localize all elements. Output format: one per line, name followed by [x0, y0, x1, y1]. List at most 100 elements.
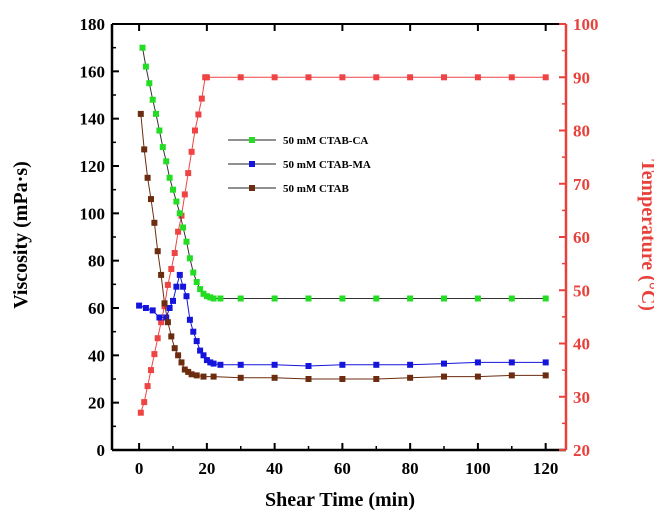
legend: 50 mM CTAB-CA 50 mM CTAB-MA 50 mM CTAB: [228, 135, 371, 195]
data-point: [210, 373, 217, 380]
data-point: [188, 371, 195, 378]
series-ca: [139, 44, 549, 302]
data-point: [474, 74, 481, 81]
x-tick-label: 100: [465, 459, 491, 478]
data-point: [373, 295, 380, 302]
data-point: [441, 295, 447, 302]
data-point: [170, 297, 176, 304]
data-point: [142, 63, 149, 70]
data-point: [137, 409, 144, 416]
data-point: [508, 295, 515, 302]
data-point: [508, 74, 515, 81]
data-point: [170, 186, 176, 193]
data-point: [144, 174, 151, 181]
data-point: [173, 283, 180, 290]
data-point: [305, 74, 312, 81]
data-point: [183, 238, 190, 245]
legend-label: 50 mM CTAB: [283, 183, 349, 195]
data-point: [271, 74, 278, 81]
x-tick-label: 80: [402, 459, 419, 478]
data-point: [200, 352, 207, 359]
data-point: [339, 376, 346, 382]
data-point: [148, 367, 154, 374]
data-point: [171, 345, 178, 352]
data-point: [183, 293, 190, 300]
data-point: [144, 383, 151, 390]
data-point: [198, 95, 205, 102]
series-line: [140, 113, 546, 380]
y-tick-label: 40: [88, 346, 105, 365]
data-point: [171, 250, 178, 256]
data-point: [176, 271, 183, 278]
data-point: [474, 359, 481, 366]
x-axis-title: Shear Time (min): [265, 489, 415, 511]
y2-tick-label: 60: [573, 228, 590, 247]
data-point: [508, 359, 515, 366]
data-point: [271, 361, 278, 368]
data-point: [148, 196, 154, 203]
data-point: [186, 316, 193, 323]
data-point: [149, 96, 156, 103]
y2-tick-label: 90: [573, 68, 590, 87]
x-tick-label: 0: [135, 459, 144, 478]
data-point: [141, 146, 148, 153]
data-point: [207, 294, 214, 301]
data-point: [146, 80, 153, 87]
data-point: [271, 295, 278, 302]
data-point: [173, 198, 180, 205]
data-point: [373, 74, 380, 81]
data-point: [203, 293, 210, 300]
data-point: [153, 110, 159, 117]
data-point: [339, 74, 346, 81]
data-point: [151, 219, 158, 226]
data-point: [217, 361, 224, 368]
data-point: [407, 361, 414, 368]
legend-marker: [249, 161, 255, 167]
data-point: [161, 300, 168, 307]
data-point: [441, 74, 447, 81]
data-point: [151, 351, 158, 358]
data-point: [136, 302, 143, 309]
y-tick-label: 0: [97, 441, 106, 460]
series-layer: [136, 44, 549, 416]
data-point: [141, 399, 148, 406]
y-tick-label: 80: [88, 252, 105, 271]
data-point: [166, 305, 173, 311]
data-point: [217, 295, 224, 302]
data-point: [149, 307, 156, 314]
data-point: [193, 338, 200, 345]
data-point: [168, 266, 175, 272]
data-point: [407, 74, 414, 81]
data-point: [237, 295, 244, 302]
legend-item: 50 mM CTAB-CA: [228, 135, 368, 147]
data-point: [190, 328, 197, 335]
data-point: [474, 373, 481, 380]
legend-label: 50 mM CTAB-MA: [283, 159, 371, 171]
y-tick-label: 100: [80, 204, 106, 223]
plot-frame: [110, 23, 568, 452]
legend-label: 50 mM CTAB-CA: [283, 135, 368, 147]
data-point: [271, 374, 278, 381]
y-tick-label: 20: [88, 394, 105, 413]
data-point: [305, 295, 312, 302]
series-ma: [136, 271, 549, 369]
series-ctab: [137, 110, 549, 382]
y2-tick-label: 50: [573, 281, 590, 300]
data-point: [195, 111, 202, 118]
data-point: [164, 281, 171, 288]
data-point: [237, 74, 244, 81]
data-point: [237, 361, 244, 368]
data-point: [175, 228, 182, 235]
data-point: [158, 319, 165, 326]
data-point: [185, 368, 192, 375]
y2-tick-label: 100: [573, 15, 599, 34]
data-point: [156, 127, 163, 134]
data-point: [186, 255, 193, 262]
data-point: [175, 352, 182, 359]
data-point: [168, 333, 175, 340]
data-point: [441, 373, 447, 380]
data-point: [180, 283, 187, 290]
legend-marker: [249, 137, 255, 143]
data-point: [164, 319, 171, 326]
